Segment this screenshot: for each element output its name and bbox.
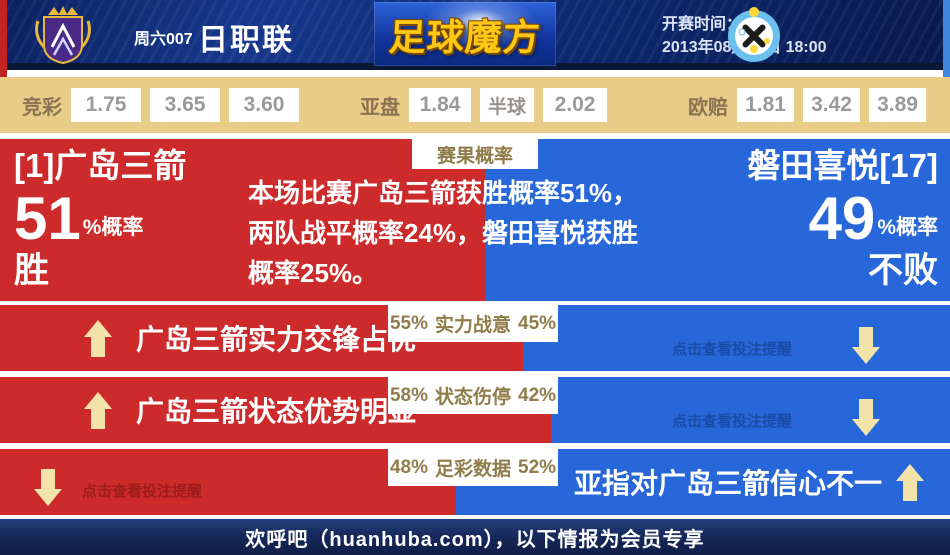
home-bet-reminder-link[interactable]: 点击查看投注提醒 [34, 449, 202, 515]
bet-reminder-text[interactable]: 点击查看投注提醒 [671, 413, 792, 430]
football-magic-cube-logo: 足球魔方 [374, 0, 556, 66]
down-arrow-icon [852, 399, 880, 436]
jingcai-label: 竞彩 [22, 96, 62, 119]
yapan-label: 亚盘 [360, 96, 400, 119]
jingcai-odds-group: 竞彩 1.75 3.65 3.60 [22, 77, 299, 133]
home-claim-text: 广岛三箭实力交锋占优 [136, 324, 417, 355]
yapan-away-odds: 2.02 [543, 88, 607, 122]
factor-away-pct: 52% [518, 456, 557, 478]
match-header: 足球魔方 周六007 日职联 开赛时间： 2013年08月10日 18:00 [0, 0, 950, 70]
down-arrow-icon [34, 469, 62, 506]
european-odds-group: 欧赔 1.81 3.42 3.89 [688, 77, 926, 133]
away-claim: 亚指对广岛三箭信心不一 [574, 449, 924, 515]
factor-home-pct: 55% [389, 312, 428, 334]
brand-name: 足球魔方 [387, 17, 542, 58]
bet-reminder-text[interactable]: 点击查看投注提醒 [671, 341, 792, 358]
down-arrow-icon [852, 327, 880, 364]
home-advantage-claim: 广岛三箭实力交锋占优 [84, 305, 416, 371]
factor-home-pct: 48% [389, 456, 428, 478]
home-percent-suffix: %概率 [82, 216, 144, 239]
league-name: 日职联 [198, 24, 294, 57]
up-arrow-icon [896, 463, 924, 501]
oupei-draw-odds: 3.42 [803, 88, 860, 122]
away-outcome-label: 不败 [867, 251, 938, 290]
home-outcome-label: 胜 [14, 251, 50, 290]
away-unbeaten-percent: 49 [808, 185, 876, 252]
factor-name: 实力战意 [434, 315, 511, 336]
result-probability-badge: 赛果概率 [412, 139, 538, 169]
kickoff-label: 开赛时间： [662, 16, 743, 33]
jingcai-win-odds: 1.75 [71, 88, 141, 122]
asian-handicap-group: 亚盘 1.84 半球 2.02 [360, 77, 607, 133]
result-probability-panel: 赛果概率 [1]广岛三箭 51 %概率 胜 本场比赛广岛三箭获胜概率51%，两队… [0, 139, 950, 301]
away-claim-text: 亚指对广岛三箭信心不一 [573, 468, 882, 499]
home-team-name: [1]广岛三箭 [14, 147, 187, 184]
yapan-handicap-value: 半球 [480, 88, 534, 122]
factor-ratio-label: 58% 状态伤停 42% [388, 377, 558, 414]
match-code: 周六007 [134, 31, 193, 48]
home-claim-text: 广岛三箭状态优势明显 [136, 396, 417, 427]
odds-bar: 竞彩 1.75 3.65 3.60 亚盘 1.84 半球 2.02 欧赔 1.8… [0, 77, 950, 133]
bet-reminder-text[interactable]: 点击查看投注提醒 [82, 483, 203, 500]
member-info-footer: 欢呼吧（huanhuba.com），以下情报为会员专享 [0, 519, 950, 555]
factor-name: 状态伤停 [434, 387, 511, 408]
factor-away-pct: 42% [518, 384, 557, 406]
factor-away-bar [551, 377, 950, 443]
starburst-decoration [414, 0, 545, 55]
factor-ratio-label: 55% 实力战意 45% [388, 305, 558, 342]
oupei-win-odds: 1.81 [737, 88, 794, 122]
factor-away-pct: 45% [518, 312, 557, 334]
left-edge-stripe [0, 0, 7, 77]
away-team-name: 磐田喜悦[17] [747, 147, 938, 184]
yapan-home-odds: 1.84 [409, 88, 471, 122]
jingcai-lose-odds: 3.60 [229, 88, 299, 122]
away-percent-suffix: %概率 [877, 216, 938, 239]
home-team-crest-icon [24, 5, 102, 65]
jingcai-draw-odds: 3.65 [150, 88, 220, 122]
away-bet-reminder-link[interactable]: 点击查看投注提醒 [672, 377, 880, 443]
home-probability-block: [1]广岛三箭 51 %概率 胜 [14, 143, 186, 295]
factor-row-strength: 55% 实力战意 45% 广岛三箭实力交锋占优 点击查看投注提醒 [0, 305, 950, 371]
oupei-label: 欧赔 [688, 96, 728, 119]
up-arrow-icon [84, 391, 112, 429]
factor-home-pct: 58% [389, 384, 428, 406]
oupei-lose-odds: 3.89 [869, 88, 926, 122]
factor-name: 足彩数据 [434, 459, 511, 480]
probability-summary-text: 本场比赛广岛三箭获胜概率51%，两队战平概率24%，磐田喜悦获胜概率25%。 [248, 178, 639, 288]
up-arrow-icon [84, 319, 112, 357]
factor-ratio-label: 48% 足彩数据 52% [388, 449, 558, 486]
factor-row-lottery-data: 48% 足彩数据 52% 点击查看投注提醒 亚指对广岛三箭信心不一 [0, 449, 950, 515]
right-edge-stripe [943, 0, 950, 77]
away-team-crest-icon [722, 5, 786, 65]
away-bet-reminder-link[interactable]: 点击查看投注提醒 [672, 305, 880, 371]
home-advantage-claim: 广岛三箭状态优势明显 [84, 377, 416, 443]
away-probability-area [484, 139, 950, 301]
footer-text: 欢呼吧（huanhuba.com），以下情报为会员专享 [245, 528, 705, 551]
home-win-percent: 51 [14, 185, 81, 252]
away-probability-block: 磐田喜悦[17] 49 %概率 不败 [747, 143, 938, 295]
factor-row-form: 58% 状态伤停 42% 广岛三箭状态优势明显 点击查看投注提醒 [0, 377, 950, 443]
